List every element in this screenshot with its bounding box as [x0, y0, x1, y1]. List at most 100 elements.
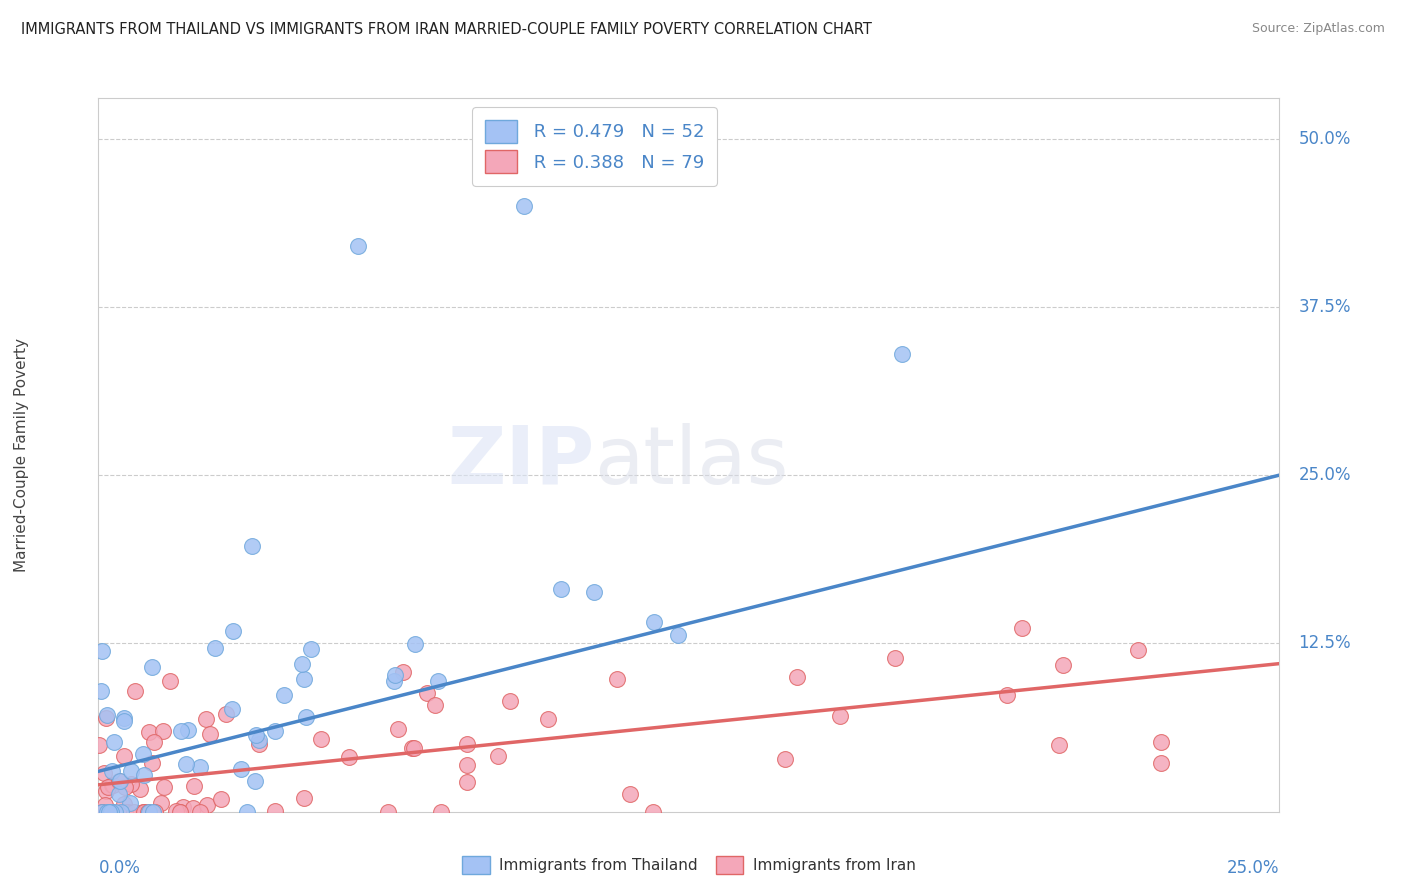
- Point: [169, 805, 191, 819]
- Point: [152, 780, 174, 794]
- Point: [141, 756, 163, 770]
- Point: [101, 778, 124, 792]
- Point: [120, 777, 142, 791]
- Text: IMMIGRANTS FROM THAILAND VS IMMIGRANTS FROM IRAN MARRIED-COUPLE FAMILY POVERTY C: IMMIGRANTS FROM THAILAND VS IMMIGRANTS F…: [21, 22, 872, 37]
- Point: [112, 797, 135, 811]
- Point: [347, 239, 370, 253]
- Text: 0.0%: 0.0%: [98, 859, 141, 877]
- Point: [401, 741, 423, 756]
- Point: [995, 688, 1018, 702]
- Point: [94, 784, 117, 798]
- Point: [101, 778, 124, 792]
- Point: [641, 805, 664, 819]
- Point: [1126, 643, 1149, 657]
- Point: [273, 688, 295, 702]
- Point: [91, 805, 114, 819]
- Point: [112, 711, 135, 725]
- Point: [1011, 621, 1033, 635]
- Point: [786, 670, 808, 684]
- Point: [149, 796, 172, 810]
- Point: [195, 712, 218, 726]
- Point: [143, 805, 166, 819]
- Point: [101, 764, 124, 778]
- Point: [299, 642, 322, 657]
- Point: [382, 674, 405, 689]
- Point: [456, 758, 478, 772]
- Point: [247, 733, 270, 747]
- Point: [138, 805, 160, 819]
- Point: [132, 767, 155, 781]
- Point: [90, 644, 112, 658]
- Point: [107, 787, 129, 801]
- Text: 50.0%: 50.0%: [1298, 129, 1351, 147]
- Point: [188, 759, 211, 773]
- Point: [1052, 657, 1074, 672]
- Point: [1150, 756, 1173, 770]
- Point: [309, 731, 332, 746]
- Legend: Immigrants from Thailand, Immigrants from Iran: Immigrants from Thailand, Immigrants fro…: [456, 850, 922, 880]
- Point: [291, 657, 314, 672]
- Point: [170, 724, 193, 739]
- Point: [90, 684, 112, 698]
- Point: [643, 615, 665, 629]
- Point: [96, 805, 118, 819]
- Point: [209, 792, 232, 806]
- Point: [114, 780, 136, 795]
- Point: [198, 727, 221, 741]
- Point: [104, 805, 127, 819]
- Point: [773, 752, 796, 766]
- Point: [221, 702, 243, 716]
- Point: [427, 673, 450, 688]
- Point: [606, 672, 628, 686]
- Point: [222, 624, 245, 638]
- Point: [339, 750, 361, 764]
- Point: [152, 723, 174, 738]
- Point: [583, 584, 606, 599]
- Point: [229, 762, 252, 776]
- Point: [120, 796, 142, 810]
- Point: [112, 748, 135, 763]
- Point: [243, 774, 266, 789]
- Point: [114, 805, 136, 819]
- Point: [87, 738, 110, 752]
- Point: [96, 710, 118, 724]
- Point: [416, 686, 439, 700]
- Point: [486, 748, 509, 763]
- Text: 37.5%: 37.5%: [1298, 298, 1351, 316]
- Point: [94, 805, 117, 819]
- Point: [132, 805, 155, 819]
- Point: [295, 710, 318, 724]
- Point: [404, 637, 426, 651]
- Point: [183, 779, 205, 793]
- Point: [392, 665, 415, 679]
- Point: [112, 714, 135, 728]
- Point: [121, 764, 143, 779]
- Point: [215, 707, 238, 722]
- Point: [138, 725, 160, 739]
- Point: [181, 801, 204, 815]
- Point: [240, 540, 263, 554]
- Point: [98, 805, 121, 819]
- Point: [93, 765, 115, 780]
- Point: [141, 660, 163, 674]
- Point: [499, 694, 522, 708]
- Point: [292, 790, 315, 805]
- Point: [96, 707, 118, 722]
- Point: [884, 651, 907, 665]
- Point: [423, 698, 446, 713]
- Point: [456, 774, 478, 789]
- Point: [117, 805, 139, 819]
- Point: [132, 805, 155, 819]
- Point: [172, 800, 194, 814]
- Point: [122, 805, 145, 819]
- Point: [142, 735, 165, 749]
- Text: Source: ZipAtlas.com: Source: ZipAtlas.com: [1251, 22, 1385, 36]
- Point: [666, 628, 689, 642]
- Point: [235, 805, 257, 819]
- Point: [195, 797, 218, 812]
- Point: [100, 805, 122, 819]
- Point: [177, 723, 200, 738]
- Point: [159, 673, 181, 688]
- Point: [138, 805, 160, 819]
- Point: [404, 740, 426, 755]
